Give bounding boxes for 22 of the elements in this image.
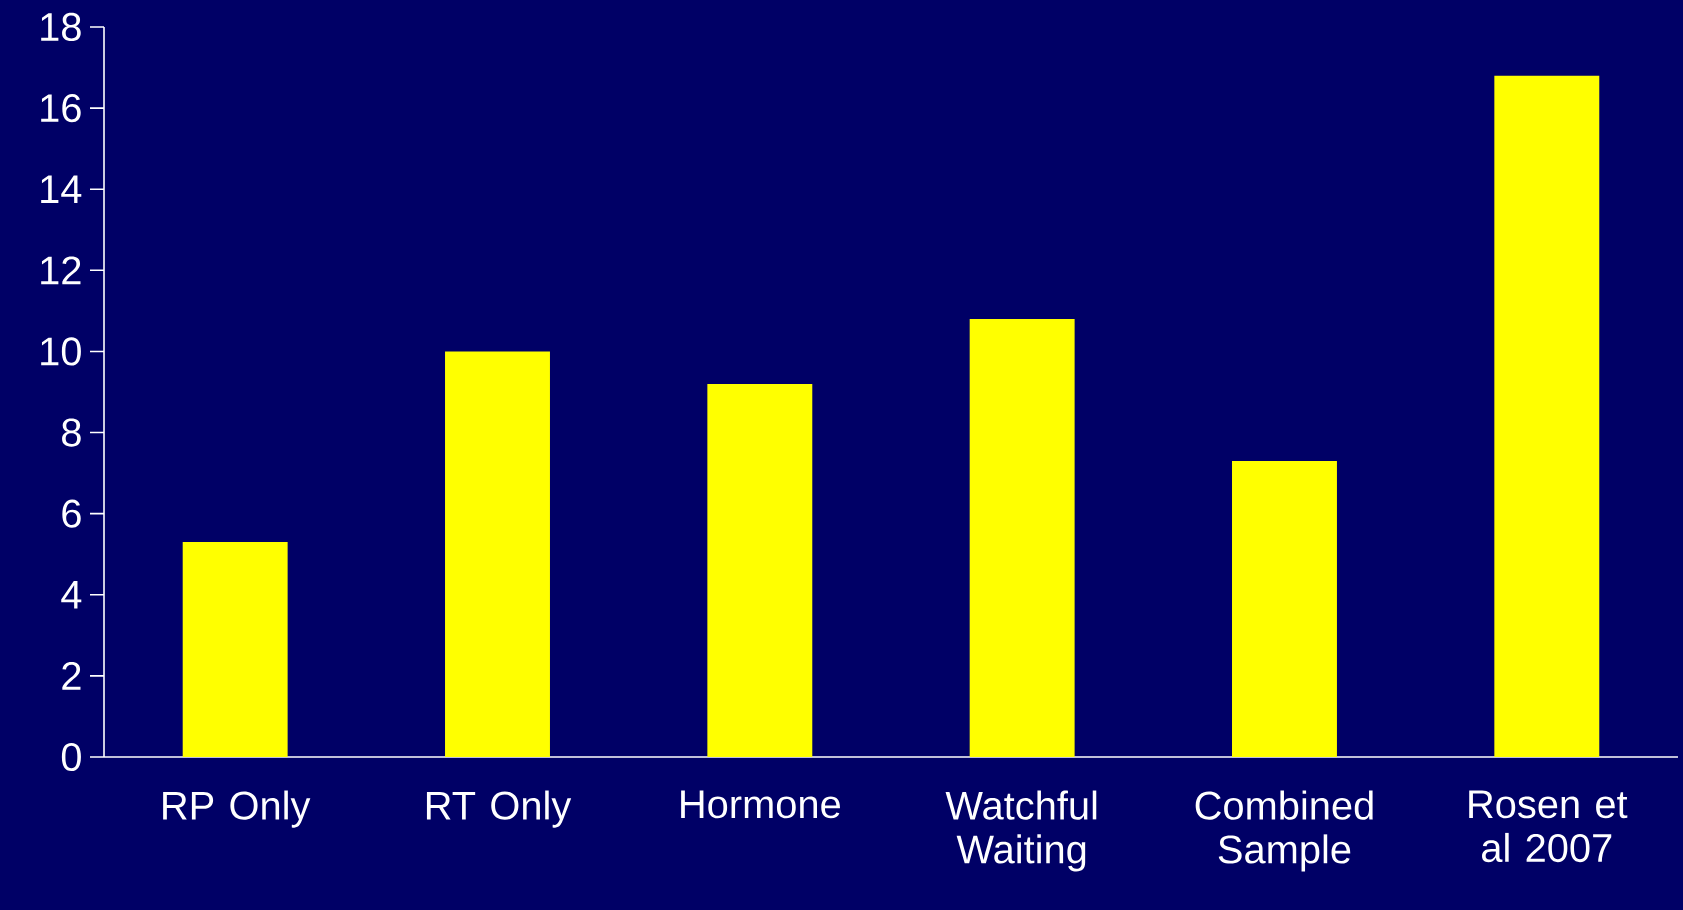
y-tick-label: 0 [61, 742, 81, 772]
bar [707, 383, 813, 757]
y-tick-label: 10 [41, 337, 81, 366]
x-tick-label: Hormone [681, 790, 840, 819]
y-tick-label: 14 [41, 175, 82, 203]
y-tick-label: 2 [62, 661, 81, 690]
y-tick-label: 16 [41, 93, 81, 123]
x-tick-label: RP Only [163, 790, 311, 828]
x-tick-label: Rosen et al 2007 [1469, 790, 1628, 863]
bar [182, 542, 288, 757]
y-tick-label: 18 [41, 12, 81, 42]
y-tick-label: 12 [41, 256, 81, 285]
x-tick-label: Watchful Waiting [945, 790, 1097, 872]
y-tick-label: 6 [62, 499, 81, 528]
y-tick-label: 4 [61, 581, 82, 609]
bar [1494, 75, 1600, 757]
bar [969, 318, 1075, 757]
x-tick-label: Combined Sample [1195, 790, 1373, 872]
bar [1232, 460, 1337, 757]
y-tick-label: 8 [62, 418, 81, 447]
bar [445, 351, 550, 757]
x-tick-label: RT Only [426, 790, 572, 828]
